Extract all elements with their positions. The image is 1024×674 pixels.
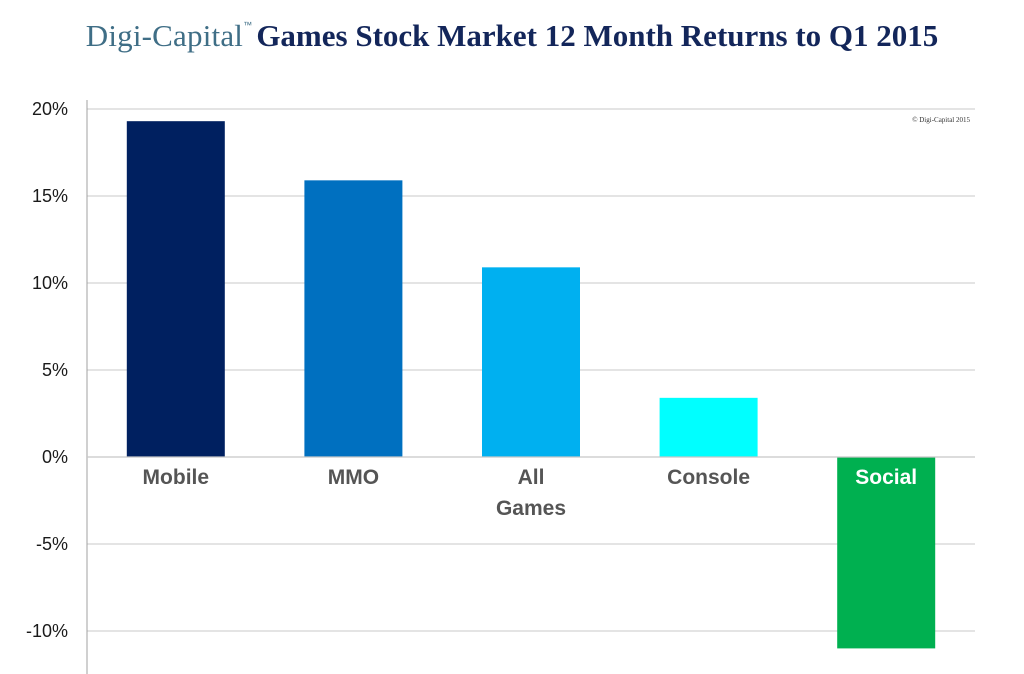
bar-console [659, 397, 758, 457]
y-tick-label: 5% [42, 360, 68, 380]
y-axis-tick-labels: 20% 15% 10% 5% 0% -5% -10% [26, 99, 68, 641]
category-labels: Mobile MMO All Games Console Social [143, 466, 918, 520]
category-label-line: All [518, 466, 545, 489]
category-label-line: Social [855, 466, 917, 489]
category-label: Console [667, 466, 750, 489]
category-label-line: Mobile [143, 466, 210, 489]
bar-all-games [482, 267, 580, 457]
brand-logo: Digi-Capital™ [86, 18, 253, 53]
category-label: All Games [496, 466, 566, 520]
copyright-note: © Digi-Capital 2015 [912, 116, 970, 124]
category-label-line: Console [667, 466, 750, 489]
category-label: MMO [328, 466, 379, 489]
brand-name: Digi-Capital [85, 18, 244, 53]
category-label-line: Games [496, 497, 566, 520]
chart-header: Digi-Capital™ Games Stock Market 12 Month… [0, 18, 1024, 54]
y-tick-label: -10% [26, 621, 68, 641]
chart-title: Games Stock Market 12 Month Returns to Q… [256, 18, 939, 53]
bar-social [837, 457, 936, 649]
category-label-line: MMO [328, 466, 379, 489]
y-tick-label: -5% [36, 534, 68, 554]
y-tick-label: 20% [32, 99, 68, 119]
category-label: Mobile [143, 466, 210, 489]
bars [126, 121, 936, 649]
trademark-mark: ™ [243, 20, 253, 30]
y-tick-label: 10% [32, 273, 68, 293]
bar-mobile [126, 121, 225, 458]
y-tick-label: 15% [32, 186, 68, 206]
y-tick-label: 0% [42, 447, 68, 467]
bar-mmo [304, 180, 403, 457]
category-label: Social [855, 466, 917, 489]
